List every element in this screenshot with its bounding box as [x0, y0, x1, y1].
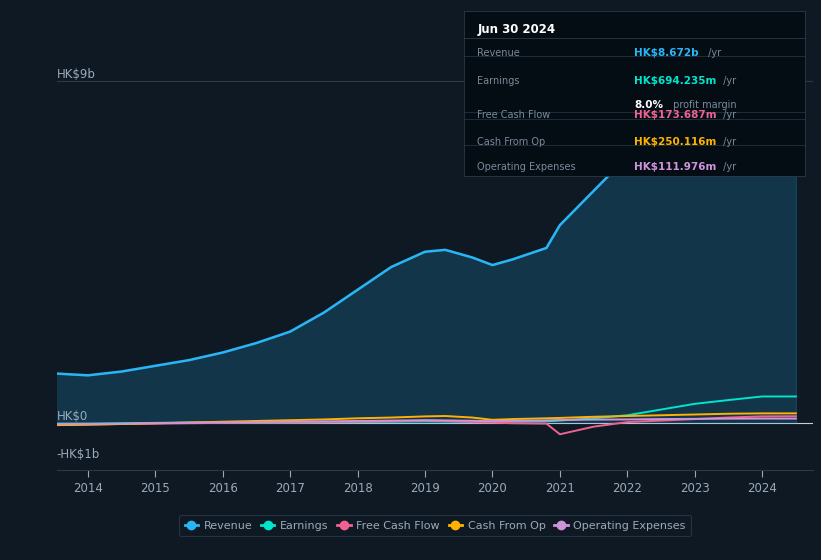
Text: HK$9b: HK$9b: [57, 68, 95, 81]
Text: Free Cash Flow: Free Cash Flow: [478, 110, 551, 120]
Text: -HK$1b: -HK$1b: [57, 448, 100, 461]
Text: profit margin: profit margin: [670, 100, 737, 110]
Text: HK$8.672b: HK$8.672b: [635, 48, 699, 58]
Text: HK$694.235m: HK$694.235m: [635, 76, 717, 86]
Text: HK$0: HK$0: [57, 410, 88, 423]
Text: /yr: /yr: [720, 161, 736, 171]
Text: HK$111.976m: HK$111.976m: [635, 161, 717, 171]
Text: /yr: /yr: [705, 48, 721, 58]
Text: Cash From Op: Cash From Op: [478, 137, 546, 147]
Text: HK$250.116m: HK$250.116m: [635, 137, 717, 147]
Text: /yr: /yr: [720, 76, 736, 86]
Legend: Revenue, Earnings, Free Cash Flow, Cash From Op, Operating Expenses: Revenue, Earnings, Free Cash Flow, Cash …: [179, 515, 691, 536]
Text: Jun 30 2024: Jun 30 2024: [478, 23, 556, 36]
Text: HK$173.687m: HK$173.687m: [635, 110, 717, 120]
Text: /yr: /yr: [720, 137, 736, 147]
Text: Revenue: Revenue: [478, 48, 521, 58]
Text: /yr: /yr: [720, 110, 736, 120]
Text: Earnings: Earnings: [478, 76, 520, 86]
Text: Operating Expenses: Operating Expenses: [478, 161, 576, 171]
Text: 8.0%: 8.0%: [635, 100, 663, 110]
